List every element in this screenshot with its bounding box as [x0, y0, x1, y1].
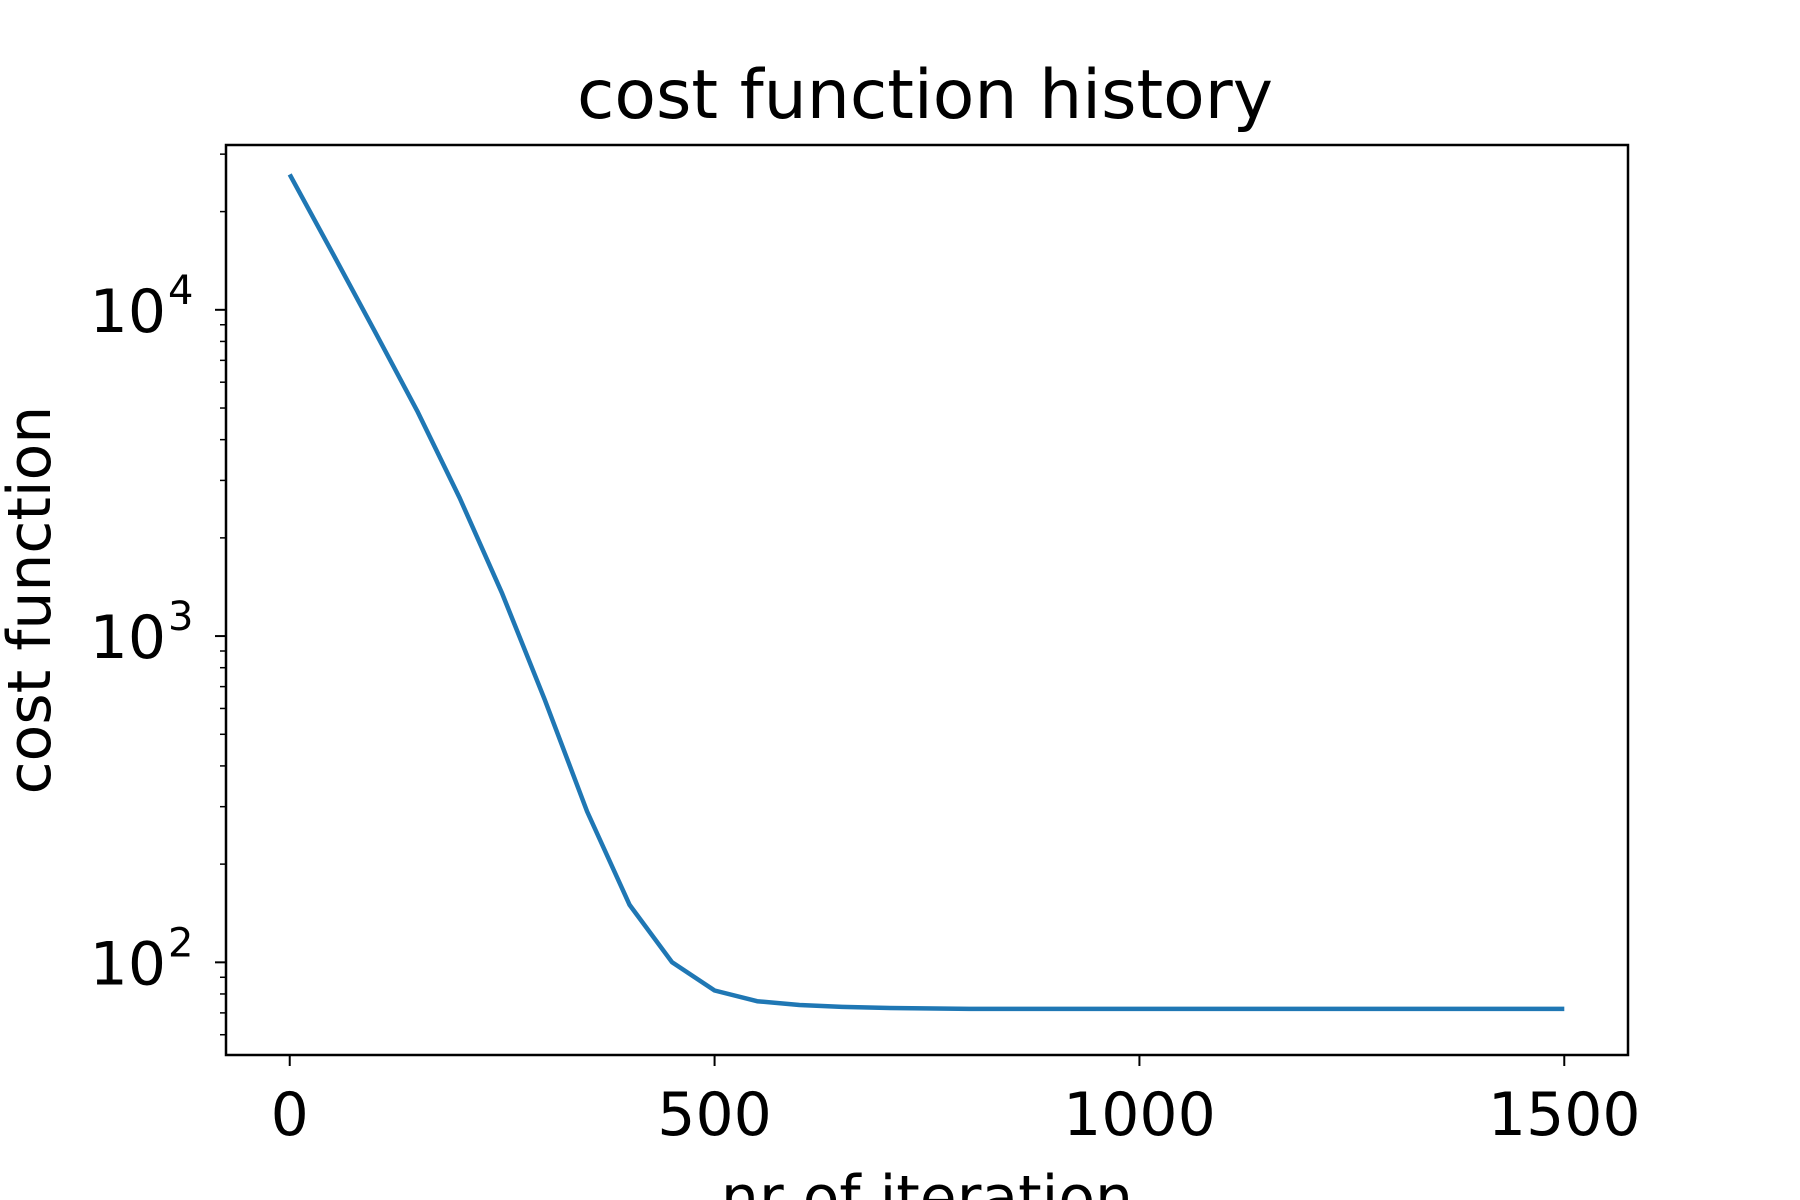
- series-line-0: [287, 173, 1565, 1012]
- y-tick-label-exponent: 4: [168, 268, 193, 314]
- x-tick-label: 500: [657, 1080, 772, 1150]
- y-tick-label: 10: [90, 603, 166, 673]
- series-layer: [287, 173, 1565, 1012]
- y-tick-label-exponent: 2: [168, 920, 193, 966]
- y-axis-label: cost function: [0, 406, 65, 795]
- chart-title: cost function history: [577, 56, 1273, 135]
- x-tick-label: 1000: [1063, 1080, 1216, 1150]
- x-axis-label: nr of iteration: [721, 1163, 1133, 1200]
- x-ticks: 0 500 1000 1500: [271, 1055, 1641, 1150]
- y-tick-label: 10: [90, 929, 166, 999]
- x-tick-label: 0: [271, 1080, 309, 1150]
- y-tick-label: 10: [90, 277, 166, 347]
- plot-frame: [224, 143, 1630, 1057]
- y-tick-label-exponent: 3: [168, 594, 193, 640]
- x-tick-label: 1500: [1488, 1080, 1641, 1150]
